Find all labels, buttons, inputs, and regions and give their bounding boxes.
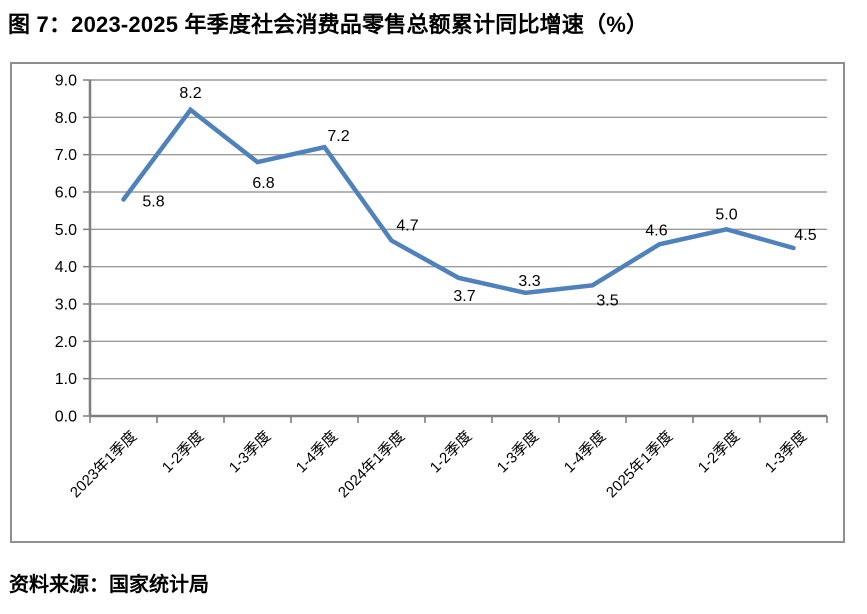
data-series-line bbox=[121, 106, 796, 296]
y-axis-tick-label: 6.0 bbox=[55, 185, 77, 202]
y-axis-tick-label: 4.0 bbox=[55, 259, 77, 276]
y-axis-tick-label: 3.0 bbox=[55, 297, 77, 314]
data-point-label: 4.6 bbox=[645, 222, 667, 239]
data-point-label: 3.3 bbox=[518, 273, 540, 290]
y-axis-tick-label: 0.0 bbox=[55, 409, 77, 426]
y-axis-tick-label: 9.0 bbox=[55, 73, 77, 90]
data-point-label: 5.0 bbox=[715, 206, 737, 223]
figure-title: 图 7：2023-2025 年季度社会消费品零售总额累计同比增速（%） bbox=[8, 12, 649, 37]
source-note: 资料来源：国家统计局 bbox=[9, 574, 209, 596]
data-point-label: 7.2 bbox=[327, 128, 349, 145]
chart-container: 0.0 1.0 2.0 3.0 4.0 5.0 6.0 7.0 8.0 9.0 5.8 8.2 6.8 7… bbox=[10, 62, 845, 543]
x-axis-category-label: 2023年1季度 bbox=[67, 428, 140, 501]
x-axis-category-label: 1-4季度 bbox=[561, 428, 610, 477]
data-point-label: 8.2 bbox=[179, 85, 201, 102]
y-axis-tick-label: 1.0 bbox=[55, 371, 77, 388]
x-axis-category-label: 1-2季度 bbox=[159, 428, 208, 477]
x-axis-category-label: 1-3季度 bbox=[762, 428, 811, 477]
y-axis-tick-label: 2.0 bbox=[55, 334, 77, 351]
data-point-label: 6.8 bbox=[252, 175, 274, 192]
x-axis-category-label: 1-3季度 bbox=[494, 428, 543, 477]
data-point-label: 5.8 bbox=[142, 193, 164, 210]
x-axis-category-label: 1-4季度 bbox=[293, 428, 342, 477]
x-axis-category-label: 2025年1季度 bbox=[603, 428, 676, 501]
y-axis-tick-label: 8.0 bbox=[55, 110, 77, 127]
y-axis-tick-label: 7.0 bbox=[55, 147, 77, 164]
data-point-label: 4.7 bbox=[396, 218, 418, 235]
data-point-label: 4.5 bbox=[794, 227, 816, 244]
x-axis-category-label: 1-3季度 bbox=[226, 428, 275, 477]
data-point-label: 3.7 bbox=[453, 288, 475, 305]
x-axis-category-label: 2024年1季度 bbox=[335, 428, 408, 501]
x-axis-category-label: 1-2季度 bbox=[695, 428, 744, 477]
x-axis-category-label: 1-2季度 bbox=[427, 428, 476, 477]
data-point-label: 3.5 bbox=[596, 292, 618, 309]
y-axis-tick-label: 5.0 bbox=[55, 222, 77, 239]
line-chart: 0.0 1.0 2.0 3.0 4.0 5.0 6.0 7.0 8.0 9.0 5.8 8.2 6.8 7… bbox=[55, 73, 828, 501]
